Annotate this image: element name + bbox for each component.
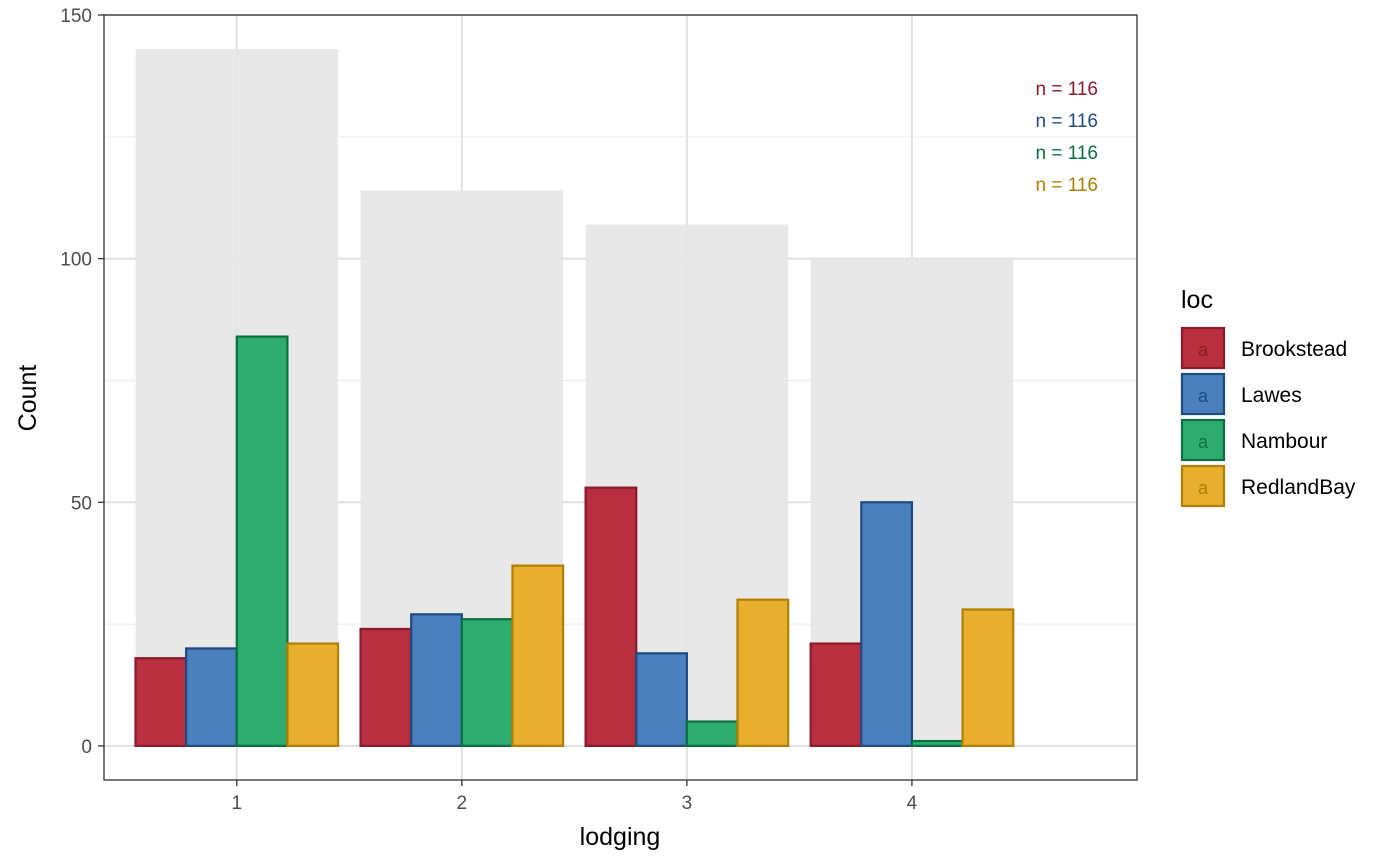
bar-lawes — [635, 652, 688, 747]
y-tick-label: 0 — [81, 737, 92, 758]
legend-key-letter: a — [1198, 340, 1209, 360]
bars — [134, 335, 1015, 747]
legend-key-letter: a — [1198, 432, 1209, 452]
x-tick-label: 1 — [231, 793, 242, 814]
legend-key-lawes — [1180, 372, 1226, 416]
legend-label-lawes: Lawes — [1241, 384, 1302, 407]
x-tick-label: 3 — [682, 793, 693, 814]
bar-nambour — [685, 720, 739, 747]
y-tick-label: 100 — [60, 250, 92, 271]
annotation-n: n = 116 — [1035, 111, 1098, 132]
x-axis-title: lodging — [580, 823, 661, 851]
bar-nambour — [910, 739, 964, 747]
y-axis: 0 50 100 150 — [60, 6, 104, 758]
x-axis: 1 2 3 4 — [231, 780, 918, 814]
legend-label-redlandbay: RedlandBay — [1241, 476, 1356, 499]
bar-redlandbay — [736, 598, 790, 747]
y-tick-label: 150 — [60, 6, 92, 27]
bar-brookstead — [584, 486, 638, 747]
bar-nambour — [235, 335, 289, 747]
legend-label-nambour: Nambour — [1241, 430, 1327, 453]
bar-lawes — [860, 501, 914, 747]
legend-label-brookstead: Brookstead — [1241, 338, 1347, 361]
legend-title: loc — [1181, 286, 1213, 314]
legend-key-letter: a — [1198, 478, 1209, 498]
annotation-n: n = 116 — [1035, 143, 1098, 164]
bar-nambour — [460, 618, 514, 747]
bar-lawes — [410, 613, 463, 747]
bar-redlandbay — [511, 564, 565, 747]
bar-redlandbay — [286, 642, 340, 747]
bar-lawes — [185, 647, 238, 747]
bar-brookstead — [134, 657, 188, 747]
bar-brookstead — [809, 642, 863, 747]
annotation-n: n = 116 — [1035, 79, 1098, 100]
annotations: n = 116 n = 116 n = 116 n = 116 — [1035, 79, 1098, 196]
x-tick-label: 4 — [907, 793, 918, 814]
legend-key-letter: a — [1198, 386, 1209, 406]
legend-key-nambour — [1180, 418, 1226, 462]
legend: loc a Brookstead a Lawes a Nambour a RedlandBay — [1180, 286, 1356, 508]
y-tick-label: 50 — [71, 493, 92, 514]
y-axis-title: Count — [14, 365, 42, 432]
x-tick-label: 2 — [457, 793, 468, 814]
legend-key-brookstead — [1180, 326, 1226, 370]
panel-border — [103, 14, 1138, 781]
legend-key-redlandbay — [1180, 464, 1226, 508]
bar-redlandbay — [961, 608, 1015, 747]
bar-brookstead — [359, 627, 413, 747]
annotation-n: n = 116 — [1035, 175, 1098, 196]
